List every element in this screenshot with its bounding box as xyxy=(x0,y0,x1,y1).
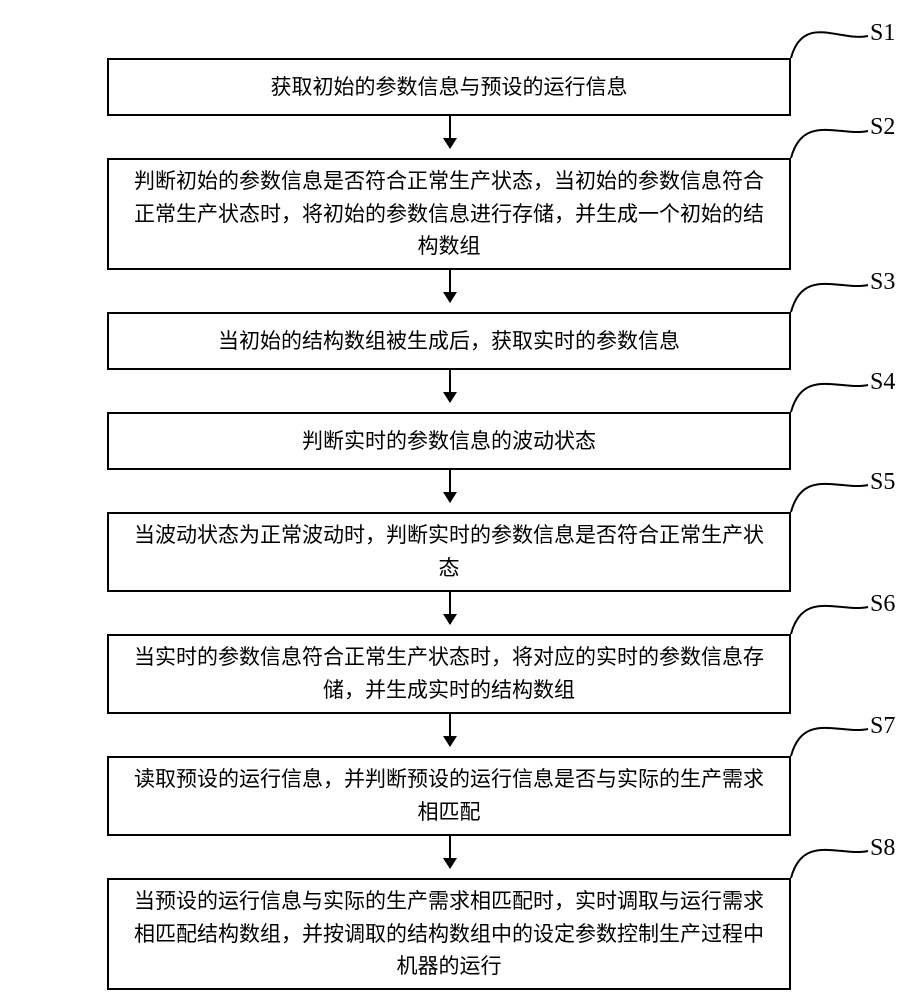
step-label-s6: S6 xyxy=(870,591,895,618)
step-label-s3: S3 xyxy=(870,269,895,296)
step-text: 读取预设的运行信息，并判断预设的运行信息是否与实际的生产需求相匹配 xyxy=(127,763,771,828)
flow-arrow-6 xyxy=(449,714,451,746)
step-text: 当初始的结构数组被生成后，获取实时的参数信息 xyxy=(218,325,680,358)
step-box-s2: 判断初始的参数信息是否符合正常生产状态，当初始的参数信息符合正常生产状态时，将初… xyxy=(107,158,791,270)
connector-s7 xyxy=(787,680,872,764)
flow-arrow-2 xyxy=(449,270,451,302)
connector-s5 xyxy=(787,436,872,520)
step-text: 当实时的参数信息符合正常生产状态时，将对应的实时的参数信息存储，并生成实时的结构… xyxy=(127,641,771,706)
step-text: 当波动状态为正常波动时，判断实时的参数信息是否符合正常生产状态 xyxy=(127,519,771,584)
flow-arrow-4 xyxy=(449,470,451,502)
step-box-s5: 当波动状态为正常波动时，判断实时的参数信息是否符合正常生产状态 xyxy=(107,512,791,592)
step-label-s1: S1 xyxy=(870,20,895,47)
step-box-s7: 读取预设的运行信息，并判断预设的运行信息是否与实际的生产需求相匹配 xyxy=(107,756,791,836)
flow-arrow-1 xyxy=(449,116,451,148)
step-label-s4: S4 xyxy=(870,369,895,396)
flowchart-canvas: 获取初始的参数信息与预设的运行信息 S1 判断初始的参数信息是否符合正常生产状态，当… xyxy=(0,0,918,1000)
step-box-s3: 当初始的结构数组被生成后，获取实时的参数信息 xyxy=(107,312,791,370)
connector-s3 xyxy=(787,236,872,320)
flow-arrow-7 xyxy=(449,836,451,868)
flow-arrow-3 xyxy=(449,370,451,402)
step-box-s6: 当实时的参数信息符合正常生产状态时，将对应的实时的参数信息存储，并生成实时的结构… xyxy=(107,634,791,714)
step-label-s5: S5 xyxy=(870,469,895,496)
step-label-s2: S2 xyxy=(870,114,895,141)
step-label-s7: S7 xyxy=(870,713,895,740)
step-box-s8: 当预设的运行信息与实际的生产需求相匹配时，实时调取与运行需求相匹配结构数组，并按… xyxy=(107,878,791,990)
step-text: 获取初始的参数信息与预设的运行信息 xyxy=(271,71,628,104)
step-box-s4: 判断实时的参数信息的波动状态 xyxy=(107,412,791,470)
step-text: 判断实时的参数信息的波动状态 xyxy=(302,425,596,458)
connector-s1 xyxy=(787,0,872,66)
step-label-s8: S8 xyxy=(870,835,895,862)
connector-s8 xyxy=(787,802,872,886)
connector-s2 xyxy=(787,82,872,166)
flow-arrow-5 xyxy=(449,592,451,624)
step-text: 当预设的运行信息与实际的生产需求相匹配时，实时调取与运行需求相匹配结构数组，并按… xyxy=(127,885,771,983)
step-box-s1: 获取初始的参数信息与预设的运行信息 xyxy=(107,58,791,116)
connector-s6 xyxy=(787,558,872,642)
connector-s4 xyxy=(787,336,872,420)
step-text: 判断初始的参数信息是否符合正常生产状态，当初始的参数信息符合正常生产状态时，将初… xyxy=(127,165,771,263)
